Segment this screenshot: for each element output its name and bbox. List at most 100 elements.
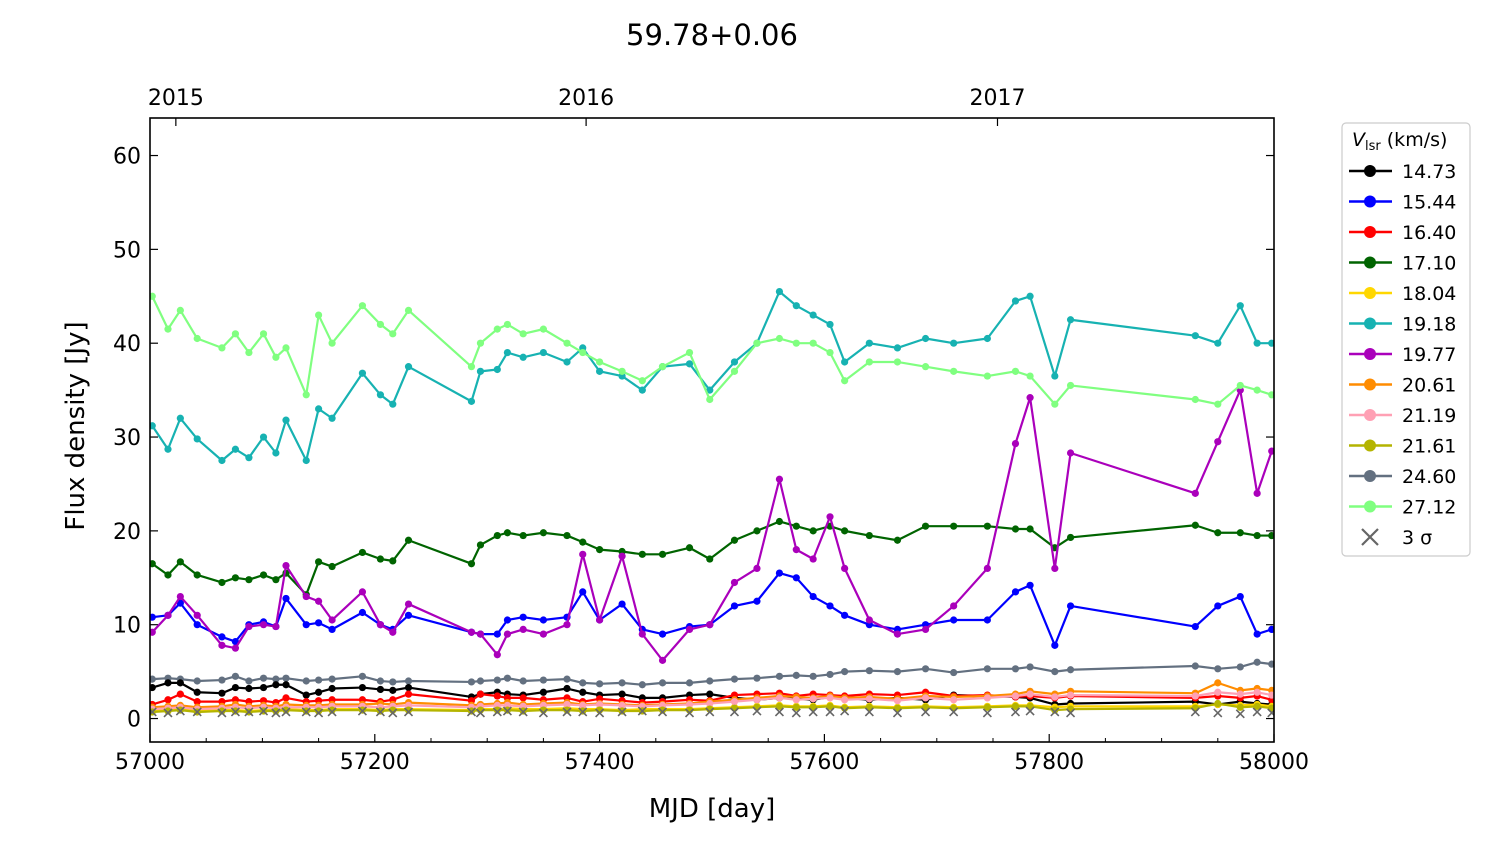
data-point-27-12 (193, 334, 201, 343)
upper-limit-cross (1213, 708, 1223, 718)
data-point-14-73 (315, 688, 323, 696)
data-point-24-60 (259, 674, 268, 682)
data-point-17-10 (893, 536, 902, 544)
data-point-19-77 (1026, 394, 1034, 402)
data-point-17-10 (921, 522, 930, 530)
data-point-15-44 (809, 592, 817, 601)
data-point-19-77 (1011, 440, 1020, 448)
legend-item: 27.12 (1349, 497, 1456, 519)
data-point-19-77 (176, 592, 184, 601)
upper-limit-cross (314, 708, 324, 718)
data-point-27-12 (921, 363, 930, 371)
data-point-19-77 (150, 628, 156, 636)
legend-item: 21.61 (1349, 436, 1456, 458)
data-point-15-44 (950, 616, 958, 624)
data-point-27-12 (775, 334, 784, 343)
data-point-16-40 (193, 698, 201, 706)
upper-limit-cross (1050, 707, 1060, 717)
data-point-14-73 (164, 679, 172, 687)
x-tick-label: 57200 (340, 750, 410, 775)
upper-limit-cross (982, 708, 992, 718)
data-point-19-77 (826, 513, 834, 521)
data-point-17-10 (358, 548, 367, 557)
data-point-19-18 (921, 334, 930, 343)
y-tick-label: 10 (113, 614, 141, 639)
data-point-27-12 (638, 377, 646, 385)
upper-limit-cross (403, 707, 414, 717)
data-point-15-44 (218, 633, 226, 641)
data-point-16-40 (282, 694, 290, 702)
data-point-14-73 (259, 683, 268, 692)
top-year-label: 2015 (148, 86, 204, 111)
data-point-15-44 (753, 597, 761, 605)
data-point-19-77 (865, 616, 873, 624)
data-point-19-77 (579, 550, 587, 558)
data-point-17-10 (841, 527, 849, 535)
data-point-24-60 (1011, 665, 1020, 673)
data-point-21-61 (164, 707, 172, 715)
data-point-19-18 (193, 435, 201, 443)
data-point-27-12 (467, 363, 476, 371)
legend-marker (1364, 317, 1376, 330)
legend-item-3sigma: 3 σ (1361, 527, 1432, 549)
upper-limit-cross (357, 706, 368, 716)
data-point-19-18 (1026, 292, 1034, 300)
upper-limit-cross (840, 706, 850, 716)
data-point-24-60 (893, 668, 902, 676)
legend-marker (1364, 226, 1376, 238)
upper-limit-cross (1235, 709, 1245, 719)
data-point-17-10 (150, 560, 156, 568)
data-point-24-60 (865, 667, 873, 675)
data-point-19-77 (231, 644, 240, 652)
data-point-19-77 (730, 578, 739, 587)
data-point-15-44 (1066, 602, 1075, 610)
data-point-17-10 (1011, 525, 1020, 533)
data-point-24-60 (245, 677, 253, 685)
data-point-21-19 (775, 694, 784, 702)
data-point-19-18 (164, 445, 172, 453)
data-point-15-44 (730, 602, 739, 610)
data-point-27-12 (231, 330, 240, 338)
data-point-19-18 (328, 414, 336, 422)
data-point-24-60 (579, 679, 587, 687)
data-point-17-10 (579, 538, 587, 546)
legend-item: 19.18 (1349, 314, 1456, 336)
data-point-19-77 (1066, 449, 1075, 457)
data-point-27-12 (328, 339, 336, 347)
data-point-17-10 (865, 531, 873, 540)
data-point-19-18 (893, 344, 902, 352)
data-point-27-12 (404, 306, 413, 314)
data-point-17-10 (476, 541, 485, 549)
data-point-19-77 (596, 616, 604, 624)
data-point-19-18 (539, 348, 548, 357)
data-point-21-19 (809, 695, 817, 703)
data-point-27-12 (563, 339, 571, 347)
data-point-19-77 (1253, 489, 1261, 497)
upper-limit-cross (163, 708, 173, 718)
data-point-24-60 (1066, 666, 1075, 674)
data-point-21-61 (753, 703, 761, 711)
data-point-21-61 (730, 704, 739, 712)
data-point-15-44 (503, 616, 512, 624)
data-point-19-18 (1236, 302, 1244, 310)
data-point-17-10 (792, 522, 800, 530)
data-point-21-19 (596, 700, 604, 709)
upper-limit-cross (864, 707, 874, 717)
data-point-15-44 (579, 588, 587, 596)
legend-item: 24.60 (1349, 466, 1456, 488)
data-point-21-19 (1026, 690, 1034, 698)
legend-label: 21.19 (1402, 405, 1456, 427)
data-point-21-19 (563, 700, 571, 709)
data-point-17-10 (1253, 531, 1261, 540)
data-point-19-77 (467, 628, 476, 636)
legend-marker (1364, 409, 1376, 421)
data-point-17-10 (1066, 533, 1075, 542)
data-point-14-73 (563, 684, 571, 693)
data-point-21-19 (1191, 692, 1199, 700)
data-point-14-73 (176, 679, 184, 687)
legend-label: 14.73 (1402, 161, 1456, 183)
data-point-19-18 (1051, 372, 1059, 380)
data-point-27-12 (358, 302, 367, 310)
data-point-21-61 (658, 706, 667, 714)
data-point-27-12 (596, 358, 604, 366)
